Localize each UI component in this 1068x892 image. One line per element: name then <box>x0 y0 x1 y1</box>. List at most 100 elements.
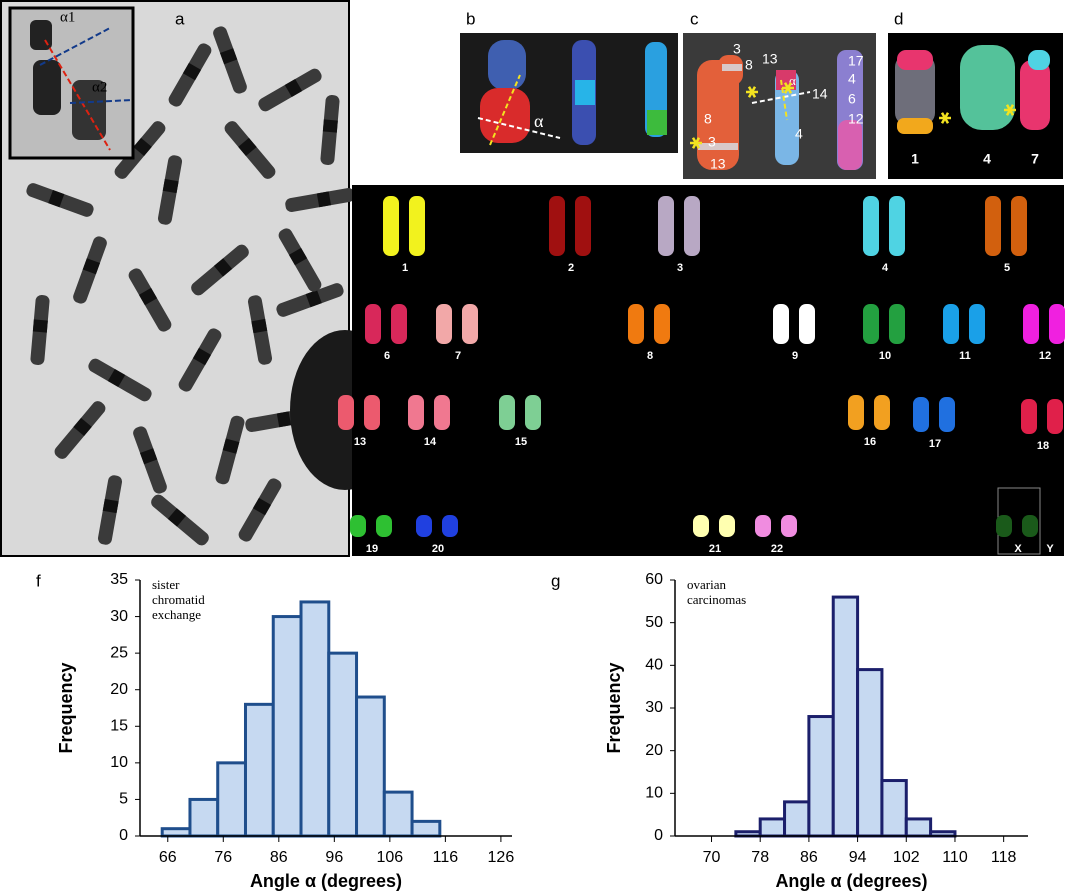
x-tick-label: 126 <box>488 849 515 866</box>
chromosome <box>376 515 392 537</box>
chromosome-label: 13 <box>710 156 726 172</box>
band <box>317 191 331 207</box>
chromosome <box>1011 196 1027 256</box>
band <box>163 179 179 193</box>
chromosome <box>1049 304 1065 344</box>
chromosome <box>434 395 450 430</box>
bar <box>906 819 930 836</box>
angle-label: α <box>534 111 544 131</box>
chromosome <box>996 515 1012 537</box>
chromosome-label: X <box>1014 543 1022 555</box>
band <box>897 50 933 70</box>
band <box>277 411 291 427</box>
figure: α1 α2 a b α c α 38131417461283134 d 147 … <box>0 0 1068 892</box>
inset-chromatid <box>33 60 61 115</box>
histogram: 010203040506070788694102110118Angle α (d… <box>604 571 1028 891</box>
y-tick-label: 35 <box>110 571 128 588</box>
x-tick-label: 96 <box>325 849 343 866</box>
chromosome <box>913 397 929 432</box>
chromosome <box>755 515 771 537</box>
y-tick-label: 0 <box>119 827 128 844</box>
bar <box>809 717 833 836</box>
chromosome-label: 3 <box>733 41 741 57</box>
x-axis-title: Angle α (degrees) <box>775 871 927 891</box>
band <box>33 319 48 332</box>
panel-label: f <box>36 571 41 590</box>
chromosome <box>874 395 890 430</box>
chromosome <box>863 304 879 344</box>
panel-label: c <box>690 9 699 28</box>
bar <box>245 704 273 836</box>
chromosome <box>549 196 565 256</box>
y-tick-label: 5 <box>119 791 128 808</box>
chromosome <box>684 196 700 256</box>
bar <box>833 597 857 836</box>
chromosome <box>480 88 530 143</box>
y-tick-label: 50 <box>645 614 663 631</box>
x-tick-label: 94 <box>849 849 867 866</box>
chromosome <box>939 397 955 432</box>
chromosome-label: 8 <box>704 111 712 127</box>
annotation: carcinomas <box>687 592 746 607</box>
x-tick-label: 116 <box>433 849 459 866</box>
karyotype <box>352 185 1064 556</box>
chromosome <box>338 395 354 430</box>
panel-label: b <box>466 9 475 28</box>
chromosome-label: 3 <box>677 262 683 274</box>
chromosome <box>889 196 905 256</box>
x-tick-label: 76 <box>214 849 232 866</box>
bar <box>384 792 412 836</box>
y-axis-title: Frequency <box>604 662 624 753</box>
y-tick-label: 20 <box>645 742 663 759</box>
band <box>251 319 267 333</box>
chromosome <box>436 304 452 344</box>
chromosome-label: 1 <box>911 151 919 167</box>
bar <box>329 653 357 836</box>
bar <box>858 670 882 836</box>
chromosome-label: 6 <box>384 350 390 362</box>
chromosome-label: 7 <box>455 350 461 362</box>
chromosome <box>442 515 458 537</box>
y-tick-label: 25 <box>110 644 128 661</box>
histograms: 0510152025303566768696106116126Angle α (… <box>56 571 1028 891</box>
inset-label: α2 <box>92 79 107 95</box>
chromosome-label: Y <box>1046 543 1054 555</box>
chromosome-label: 19 <box>366 543 378 555</box>
x-tick-label: 86 <box>270 849 288 866</box>
y-tick-label: 15 <box>110 718 128 735</box>
chromosome <box>719 515 735 537</box>
chromosome <box>499 395 515 430</box>
x-tick-label: 78 <box>751 849 769 866</box>
band <box>897 118 933 134</box>
inset-label: α1 <box>60 9 75 25</box>
y-tick-label: 40 <box>645 657 663 674</box>
chromosome <box>1023 304 1039 344</box>
chromosome-label: 8 <box>745 57 753 73</box>
panel-label: g <box>551 571 560 590</box>
chromosome-label: 13 <box>354 436 366 448</box>
chromosome <box>462 304 478 344</box>
bar <box>162 829 190 836</box>
chromosome <box>654 304 670 344</box>
y-tick-label: 0 <box>654 827 663 844</box>
chromosome <box>658 196 674 256</box>
x-tick-label: 110 <box>942 849 968 866</box>
chromosome-label: 10 <box>879 350 891 362</box>
chromosome <box>960 45 1015 130</box>
chromosome <box>575 196 591 256</box>
chromosome-label: 17 <box>848 53 864 69</box>
annotation: chromatid <box>152 592 205 607</box>
band <box>698 143 738 150</box>
bar <box>301 602 329 836</box>
chromosome-label: 8 <box>647 350 653 362</box>
annotation: ovarian <box>687 577 726 592</box>
chromosome <box>525 395 541 430</box>
chromosome <box>488 40 526 90</box>
bar <box>785 802 809 836</box>
page: α1 α2 a b α c α 38131417461283134 d 147 … <box>0 0 1068 892</box>
y-tick-label: 30 <box>110 608 128 625</box>
chromosome <box>693 515 709 537</box>
chromosome <box>781 515 797 537</box>
bar <box>190 799 218 836</box>
chromosome <box>985 196 1001 256</box>
